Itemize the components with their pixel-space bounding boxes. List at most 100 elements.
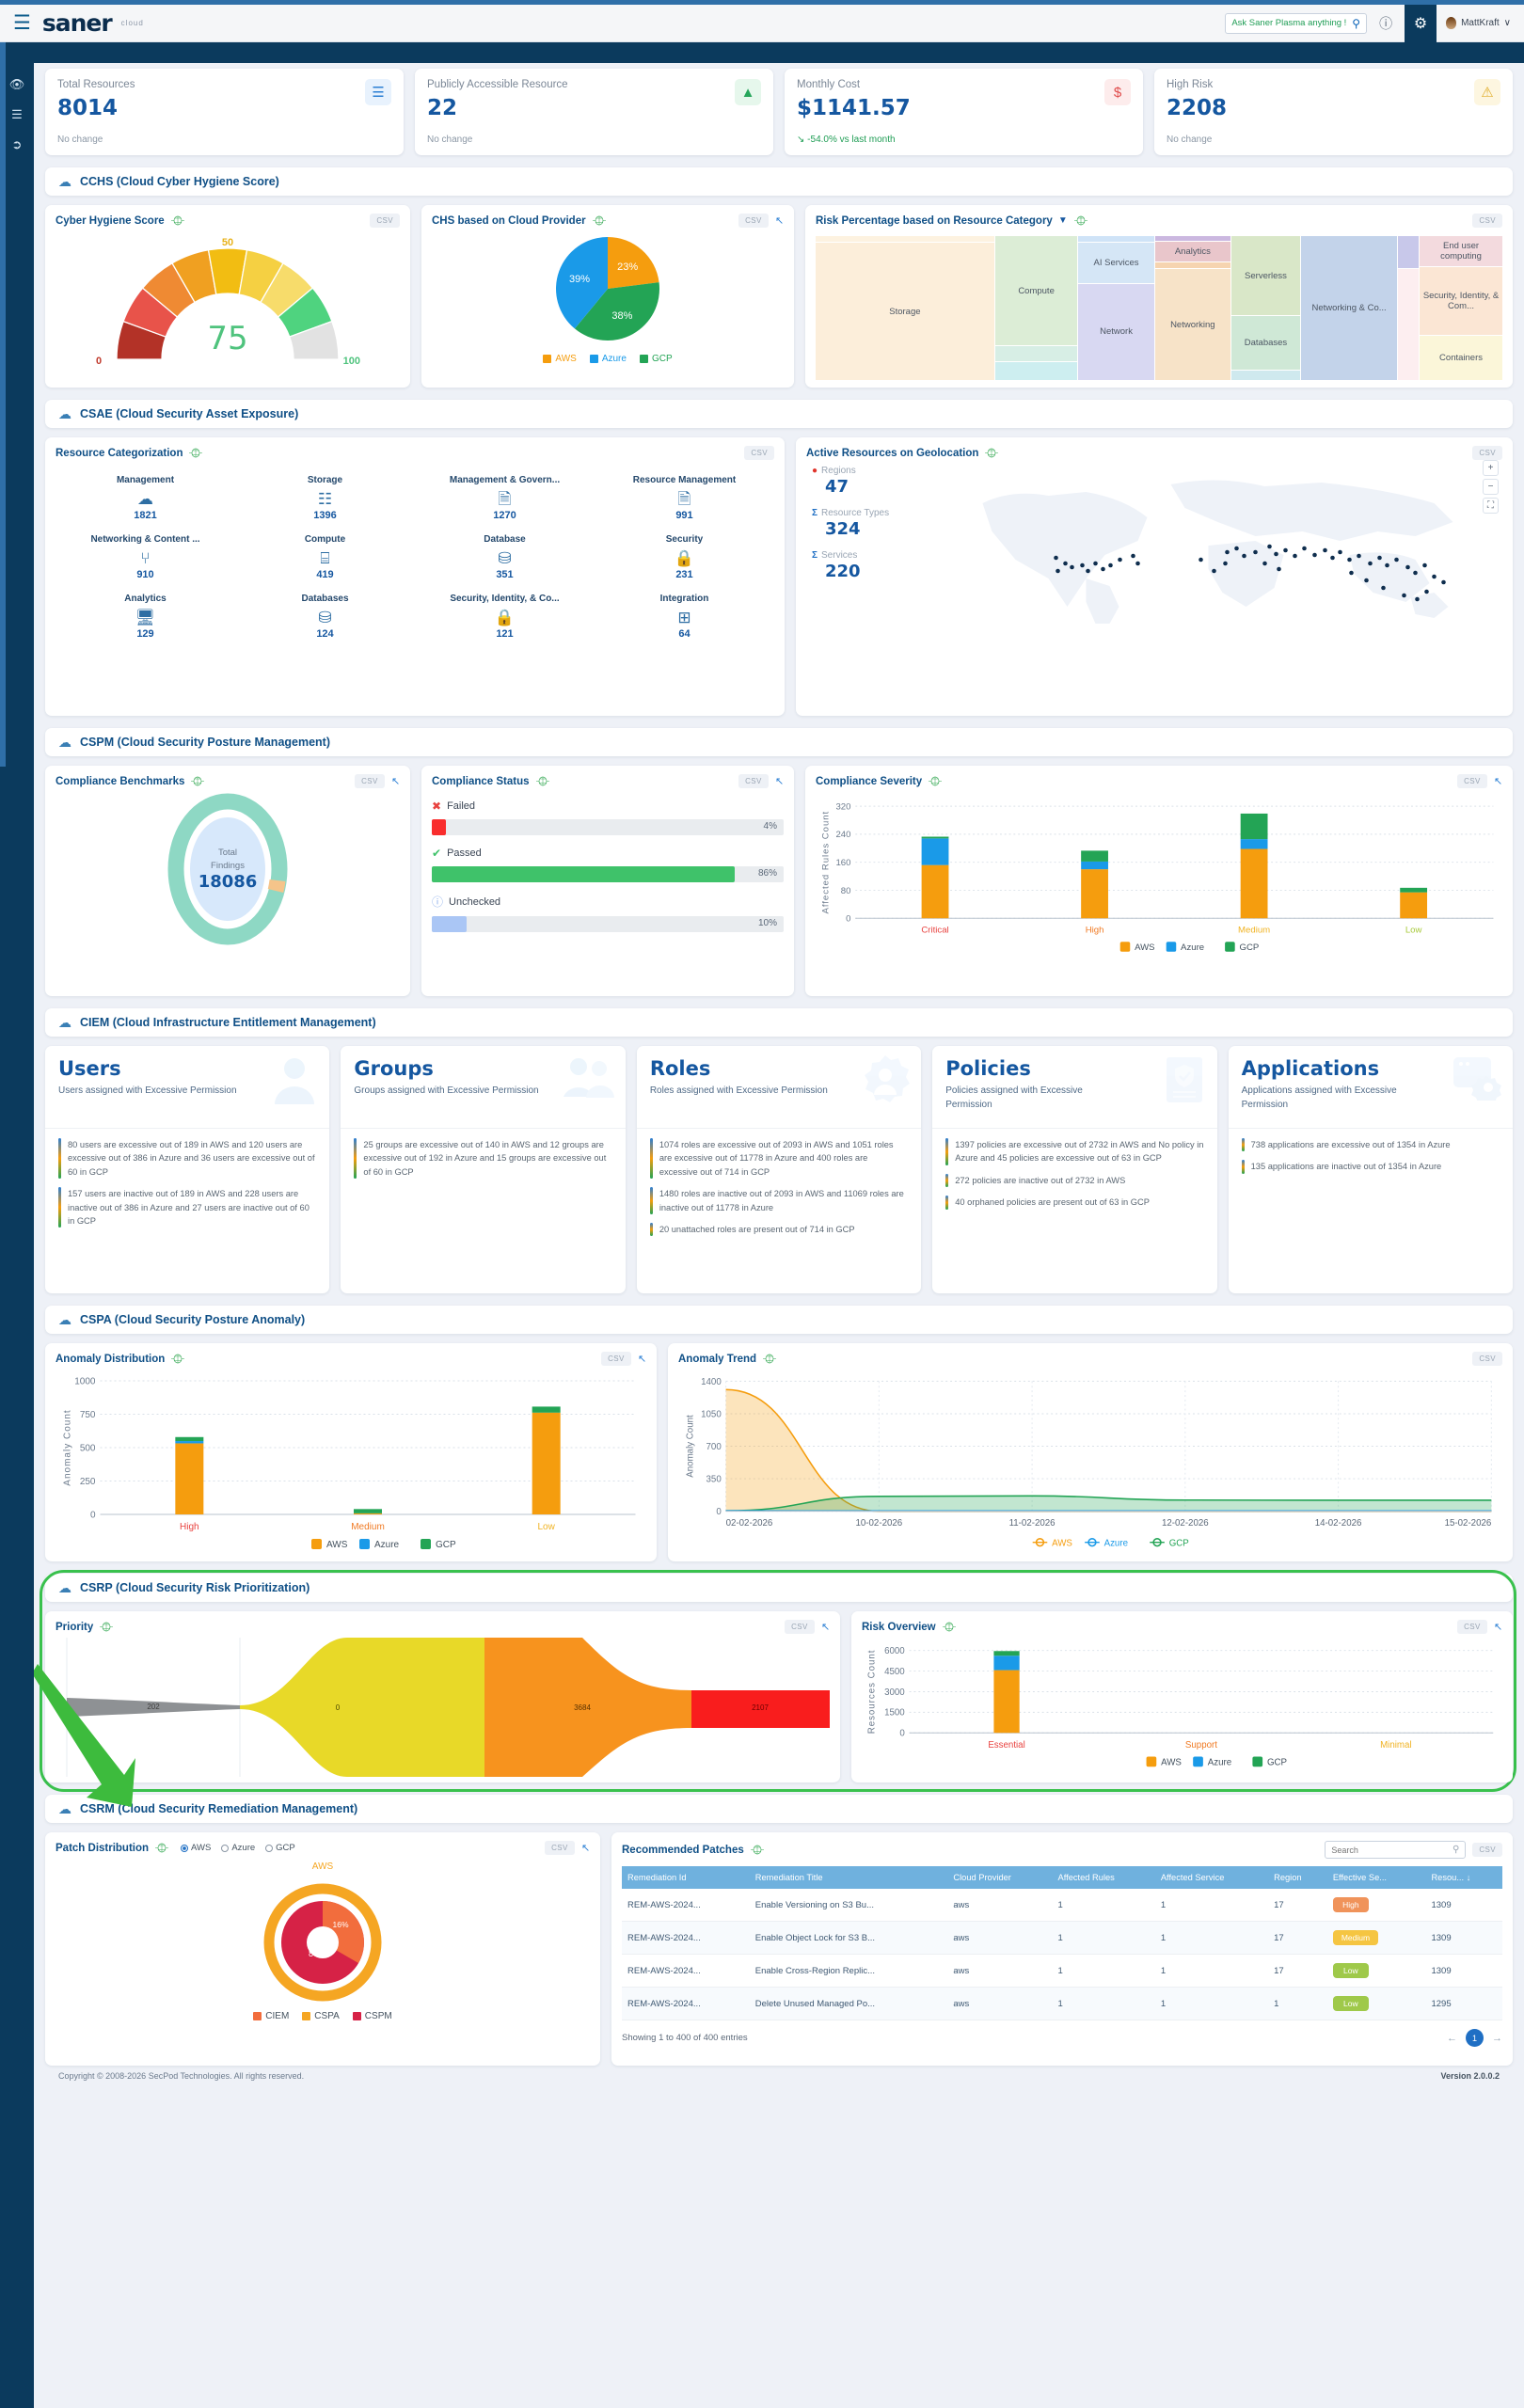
resource-category-item[interactable]: Networking & Content ... ⑂ 910: [56, 534, 235, 580]
zoom-in-icon[interactable]: +: [1483, 460, 1499, 476]
table-column-header[interactable]: Cloud Provider: [947, 1866, 1053, 1889]
search-input[interactable]: [1331, 1845, 1453, 1855]
table-row[interactable]: REM-AWS-2024... Enable Object Lock for S…: [622, 1921, 1502, 1955]
resource-category-item[interactable]: Databases ⛁ 124: [235, 594, 415, 640]
csv-export-button[interactable]: CSV: [744, 446, 774, 460]
table-column-header[interactable]: Remediation Title: [749, 1866, 948, 1889]
filter-icon[interactable]: ▼: [1057, 215, 1068, 226]
cell-remediation-id[interactable]: REM-AWS-2024...: [622, 1921, 750, 1955]
csv-export-button[interactable]: CSV: [370, 214, 400, 228]
table-column-header[interactable]: Resou... ↓: [1425, 1866, 1502, 1889]
expand-icon[interactable]: ↗: [1493, 776, 1502, 787]
category-name: Compute: [304, 534, 346, 545]
arrow-right-icon[interactable]: →: [1492, 2032, 1502, 2044]
user-menu[interactable]: MattKraft ∨: [1446, 17, 1516, 29]
eye-icon[interactable]: 👁: [8, 77, 25, 91]
csv-export-button[interactable]: CSV: [1472, 1352, 1502, 1366]
table-row[interactable]: REM-AWS-2024... Delete Unused Managed Po…: [622, 1987, 1502, 2020]
page-number-1[interactable]: 1: [1466, 2029, 1484, 2047]
treemap-cell-networking[interactable]: Networking: [1154, 269, 1230, 380]
table-column-header[interactable]: Region: [1268, 1866, 1327, 1889]
treemap-cell-ai-services[interactable]: AI Services: [1078, 243, 1154, 283]
radio-option-gcp[interactable]: GCP: [265, 1843, 295, 1853]
resource-category-item[interactable]: Security, Identity, & Co... 🔒 121: [415, 594, 595, 640]
fact-accent-bar: [58, 1138, 61, 1180]
ciem-card-groups[interactable]: Groups Groups assigned with Excessive Pe…: [341, 1046, 626, 1293]
csv-export-button[interactable]: CSV: [545, 1841, 575, 1855]
table-column-header[interactable]: Remediation Id: [622, 1866, 750, 1889]
resource-category-item[interactable]: Security 🔒 231: [595, 534, 774, 580]
table-column-header[interactable]: Affected Service: [1154, 1866, 1269, 1889]
ciem-card-users[interactable]: Users Users assigned with Excessive Perm…: [45, 1046, 330, 1293]
gear-icon[interactable]: ⚙: [1405, 4, 1437, 42]
logout-icon[interactable]: ➲: [11, 137, 23, 151]
card-cyber-hygiene-score: Cyber Hygiene Score CSV 50 7: [45, 205, 410, 388]
treemap-cell-networking-content[interactable]: Networking & Co...: [1300, 236, 1398, 380]
cell-remediation-id[interactable]: REM-AWS-2024...: [622, 1954, 750, 1988]
hamburger-icon[interactable]: ☰: [13, 12, 31, 34]
cell-remediation-id[interactable]: REM-AWS-2024...: [622, 1987, 750, 2020]
kpi-card-total-resources[interactable]: Total Resources 8014 No change ☰: [45, 69, 404, 155]
expand-icon[interactable]: ↗: [1493, 1622, 1502, 1633]
treemap-cell-security-identity[interactable]: Security, Identity, & Com...: [1420, 267, 1502, 336]
treemap-cell-storage[interactable]: Storage: [816, 243, 994, 380]
svg-text:23%: 23%: [617, 261, 638, 273]
world-map[interactable]: + − ⛶: [914, 460, 1502, 624]
fullscreen-icon[interactable]: ⛶: [1483, 498, 1499, 514]
radio-option-aws[interactable]: AWS: [181, 1843, 211, 1853]
expand-icon[interactable]: ↗: [390, 776, 400, 787]
kpi-card-publicly-accessible[interactable]: Publicly Accessible Resource 22 No chang…: [415, 69, 773, 155]
anomaly-distribution-chart: 0 250 500 750 1000 High Medium Low Anomaly Count…: [63, 1377, 636, 1550]
csv-export-button[interactable]: CSV: [1457, 1620, 1487, 1634]
resource-category-item[interactable]: Analytics 🖥 129: [56, 594, 235, 640]
table-column-header[interactable]: Effective Se...: [1326, 1866, 1426, 1889]
ask-plasma-input[interactable]: Ask Saner Plasma anything ! ⚲: [1225, 12, 1368, 34]
radio-option-azure[interactable]: Azure: [221, 1843, 255, 1853]
csv-export-button[interactable]: CSV: [1472, 446, 1502, 460]
treemap-cell-compute[interactable]: Compute: [994, 236, 1078, 346]
search-icon[interactable]: ⚲: [1453, 1845, 1460, 1855]
csv-export-button[interactable]: CSV: [1457, 774, 1487, 788]
resource-category-item[interactable]: Compute ⌸ 419: [235, 534, 415, 580]
resource-category-item[interactable]: Management & Govern... 🗎 1270: [415, 475, 595, 521]
cell-remediation-id[interactable]: REM-AWS-2024...: [622, 1889, 750, 1922]
ciem-card-policies[interactable]: Policies Policies assigned with Excessiv…: [932, 1046, 1217, 1293]
csv-export-button[interactable]: CSV: [785, 1620, 815, 1634]
help-icon[interactable]: ⓘ: [1379, 15, 1393, 31]
treemap-cell-analytics[interactable]: Analytics: [1154, 241, 1230, 261]
resource-category-item[interactable]: Storage ☷ 1396: [235, 475, 415, 521]
kpi-card-monthly-cost[interactable]: Monthly Cost $1141.57 ↘ -54.0% vs last m…: [785, 69, 1143, 155]
csv-export-button[interactable]: CSV: [1472, 214, 1502, 228]
csv-export-button[interactable]: CSV: [1472, 1843, 1502, 1857]
csv-export-button[interactable]: CSV: [355, 774, 385, 788]
expand-icon[interactable]: ↗: [637, 1354, 646, 1365]
arrow-left-icon[interactable]: ←: [1447, 2032, 1457, 2044]
table-column-header[interactable]: Affected Rules: [1052, 1866, 1155, 1889]
csv-export-button[interactable]: CSV: [738, 214, 769, 228]
expand-icon[interactable]: ↗: [774, 776, 784, 787]
kpi-card-high-risk[interactable]: High Risk 2208 No change ⚠: [1154, 69, 1513, 155]
treemap-cell-network[interactable]: Network: [1078, 283, 1154, 380]
treemap-cell-serverless[interactable]: Serverless: [1230, 236, 1300, 316]
resource-category-item[interactable]: Database ⛁ 351: [415, 534, 595, 580]
search-icon[interactable]: ⚲: [1352, 16, 1361, 30]
sort-desc-icon[interactable]: ↓: [1466, 1873, 1471, 1882]
treemap-cell-databases[interactable]: Databases: [1230, 316, 1300, 370]
expand-icon[interactable]: ↗: [820, 1622, 830, 1633]
ciem-card-applications[interactable]: Applications Applications assigned with …: [1228, 1046, 1514, 1293]
search-box[interactable]: ⚲: [1325, 1841, 1467, 1859]
ciem-card-roles[interactable]: Roles Roles assigned with Excessive Perm…: [636, 1046, 922, 1293]
list-icon[interactable]: ☰: [11, 107, 23, 121]
csv-export-button[interactable]: CSV: [601, 1352, 631, 1366]
table-row[interactable]: REM-AWS-2024... Enable Cross-Region Repl…: [622, 1954, 1502, 1988]
table-row[interactable]: REM-AWS-2024... Enable Versioning on S3 …: [622, 1889, 1502, 1922]
expand-icon[interactable]: ↗: [580, 1843, 590, 1854]
resource-category-item[interactable]: Resource Management 🗎 991: [595, 475, 774, 521]
expand-icon[interactable]: ↗: [774, 215, 784, 227]
zoom-out-icon[interactable]: −: [1483, 479, 1499, 495]
resource-category-item[interactable]: Management ☁ 1821: [56, 475, 235, 521]
treemap-cell-end-user-computing[interactable]: End user computing: [1420, 236, 1502, 267]
resource-category-item[interactable]: Integration ⊞ 64: [595, 594, 774, 640]
csv-export-button[interactable]: CSV: [738, 774, 769, 788]
treemap-cell-containers[interactable]: Containers: [1420, 336, 1502, 380]
